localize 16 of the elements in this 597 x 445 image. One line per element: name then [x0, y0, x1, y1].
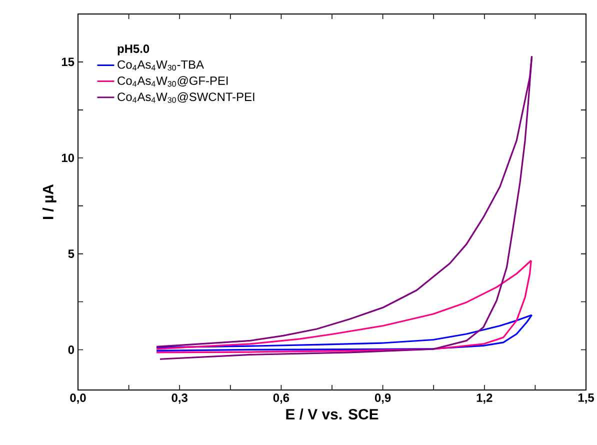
x-tick-label: 1,5: [578, 394, 594, 404]
legend-label: Co$_{4}$As$_{4}$W$_{30}$@GF-PEI: [118, 76, 228, 87]
y-axis-title: I / µA: [42, 184, 56, 220]
legend-title: pH5.0: [118, 44, 150, 56]
y-tick-label: 15: [62, 58, 74, 66]
x-tick-label: 0,0: [70, 394, 86, 404]
y-tick-label: 0: [68, 345, 74, 354]
x-tick-label: 0,3: [172, 394, 188, 404]
x-axis-title: E / V vs. SCE: [286, 408, 378, 420]
y-tick-label: 5: [68, 250, 74, 258]
y-tick-label: 10: [62, 154, 74, 162]
legend-label: Co$_{4}$As$_{4}$W$_{30}$@SWCNT-PEI: [118, 92, 254, 103]
x-tick-label: 1,2: [476, 394, 492, 404]
x-tick-label: 0,6: [273, 394, 290, 404]
legend-label: Co$_{4}$As$_{4}$W$_{30}$-TBA: [118, 60, 204, 71]
x-tick-label: 0,9: [374, 394, 391, 404]
